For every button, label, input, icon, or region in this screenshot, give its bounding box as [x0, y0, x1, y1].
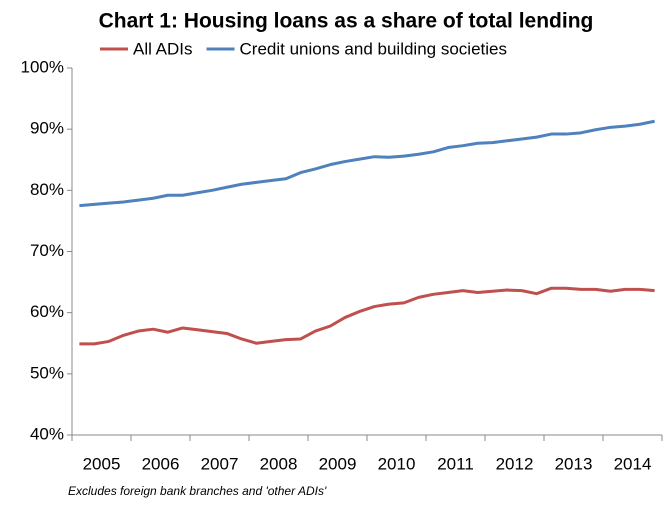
x-tick-label: 2006: [142, 454, 180, 473]
x-tick-label: 2011: [437, 454, 474, 473]
y-tick-label: 60%: [30, 302, 64, 321]
x-tick-label: 2008: [260, 454, 298, 473]
x-tick-label: 2009: [319, 454, 357, 473]
x-tick-label: 2007: [201, 454, 239, 473]
y-tick-label: 80%: [30, 180, 64, 199]
series-line: [79, 286, 655, 346]
y-tick-label: 40%: [30, 424, 64, 443]
x-tick-label: 2012: [496, 454, 534, 473]
chart-title: Chart 1: Housing loans as a share of tot…: [99, 10, 594, 33]
legend-label: Credit unions and building societies: [240, 39, 507, 58]
x-tick-label: 2014: [614, 454, 652, 473]
x-tick-label: 2013: [555, 454, 593, 473]
y-tick-label: 90%: [30, 119, 64, 138]
y-tick-label: 50%: [30, 363, 64, 382]
footnote: Excludes foreign bank branches and 'othe…: [68, 484, 327, 498]
y-tick-label: 100%: [21, 57, 64, 76]
x-tick-label: 2005: [83, 454, 121, 473]
series-line: [79, 119, 655, 208]
x-tick-label: 2010: [378, 454, 416, 473]
legend-label: All ADIs: [133, 39, 193, 58]
y-tick-label: 70%: [30, 241, 64, 260]
